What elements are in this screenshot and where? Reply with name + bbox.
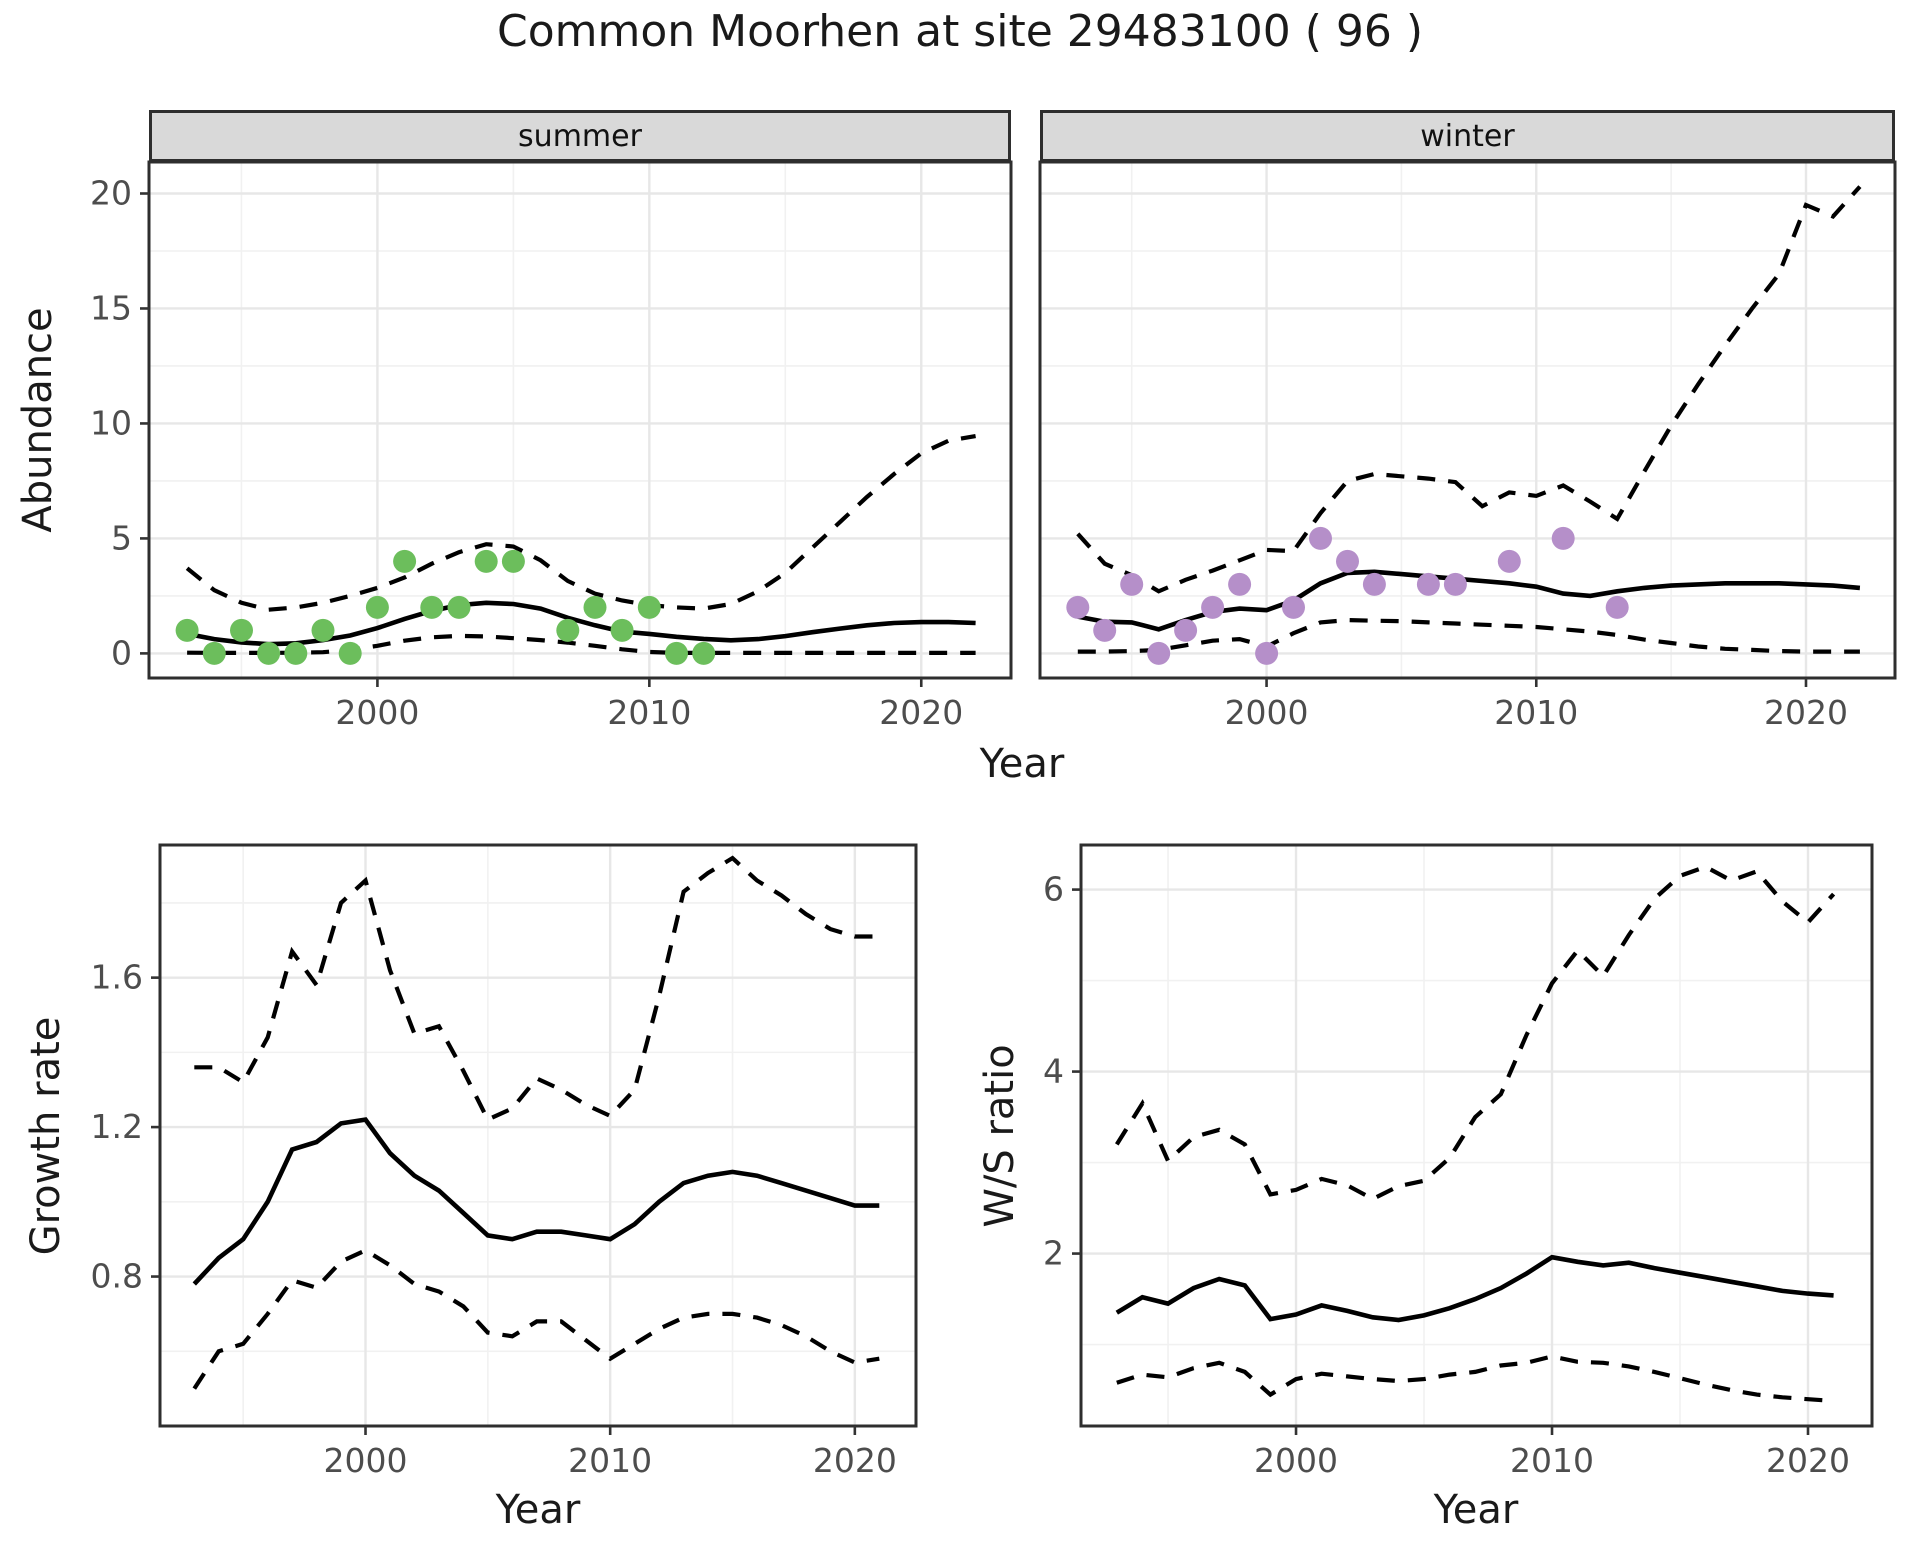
- y-tick-label: 10: [90, 403, 132, 442]
- data-point: [1174, 618, 1198, 642]
- x-tick-label: 2020: [1764, 693, 1848, 732]
- x-tick-label: 2000: [1225, 693, 1309, 732]
- panel-border: [158, 843, 918, 1428]
- panel-background: [1081, 845, 1872, 1426]
- ws-ratio-axis-title: W/S ratio: [977, 1044, 1023, 1228]
- x-tick-label: 2000: [324, 1441, 408, 1480]
- panel-abundance_winter: 2000 2010 2020: [1038, 160, 1897, 732]
- x-tick-label: 2000: [335, 693, 419, 732]
- data-point: [610, 618, 634, 642]
- data-point: [1605, 595, 1629, 619]
- panel-background: [1040, 162, 1895, 678]
- y-tick-label: 1.6: [91, 958, 143, 997]
- data-point: [474, 549, 498, 573]
- figure-title: Common Moorhen at site 29483100 ( 96 ): [497, 6, 1423, 57]
- y-tick-label: 20: [90, 174, 132, 213]
- ws-year-axis-title: Year: [1433, 1487, 1519, 1533]
- growth-rate-axis-title: Growth rate: [23, 1016, 69, 1256]
- lower_ci-line: [1116, 1354, 1834, 1404]
- x-tick-label: 2020: [813, 1441, 897, 1480]
- data-point: [1228, 572, 1252, 596]
- mean-line: [192, 1117, 880, 1286]
- x-tick-label: 2010: [1510, 1441, 1594, 1480]
- lower_ci-line: [192, 1248, 880, 1390]
- panel-border: [1038, 160, 1897, 680]
- facet-strip-winter: winter: [1040, 110, 1895, 162]
- y-tick-label: 15: [90, 288, 132, 327]
- data-point: [1497, 549, 1521, 573]
- upper_ci-line: [185, 434, 976, 612]
- data-point: [393, 549, 417, 573]
- data-point: [1120, 572, 1144, 596]
- facet-strip-winter-label: winter: [1420, 118, 1515, 154]
- abundance-axis-title: Abundance: [15, 307, 61, 533]
- panel-abundance_summer: 2000 2010 2020 0 5 10 15 20: [90, 160, 1013, 732]
- data-point: [637, 595, 661, 619]
- lower_ci-line: [187, 633, 976, 655]
- y-tick-label: 4: [1043, 1052, 1064, 1091]
- data-point: [1066, 595, 1090, 619]
- top-year-axis-title: Year: [979, 741, 1065, 787]
- x-tick-label: 2000: [1254, 1441, 1338, 1480]
- data-point: [1201, 595, 1225, 619]
- panel-ws_ratio: 2000 2010 2020 2 4 6: [1043, 843, 1874, 1480]
- y-tick-label: 5: [111, 518, 132, 557]
- data-point: [1551, 526, 1575, 550]
- data-point: [1282, 595, 1305, 619]
- x-tick-label: 2010: [1494, 693, 1578, 732]
- panel-background: [149, 162, 1011, 678]
- data-point: [202, 641, 226, 665]
- data-point: [338, 641, 362, 665]
- data-point: [420, 595, 444, 619]
- data-point: [284, 641, 308, 665]
- data-point: [447, 595, 471, 619]
- upper_ci-line: [1115, 864, 1836, 1202]
- x-tick-label: 2010: [607, 693, 691, 732]
- data-point: [1093, 618, 1117, 642]
- data-point: [1443, 572, 1467, 596]
- upper_ci-line: [1076, 185, 1862, 594]
- data-point: [1309, 526, 1332, 550]
- data-point: [692, 641, 716, 665]
- y-tick-label: 0: [111, 633, 132, 672]
- data-point: [230, 618, 253, 642]
- y-tick-label: 1.2: [91, 1107, 143, 1146]
- facet-strip-summer: summer: [149, 110, 1011, 162]
- data-point: [501, 549, 525, 573]
- facet-strip-summer-label: summer: [518, 118, 642, 154]
- data-point: [311, 618, 335, 642]
- y-tick-label: 2: [1043, 1234, 1064, 1273]
- x-tick-label: 2020: [879, 693, 963, 732]
- data-point: [365, 595, 389, 619]
- data-point: [257, 641, 281, 665]
- data-point: [1147, 641, 1171, 665]
- data-point: [583, 595, 607, 619]
- data-point: [1255, 641, 1279, 665]
- panel-background: [160, 845, 916, 1426]
- y-tick-label: 0.8: [91, 1257, 143, 1296]
- data-point: [1362, 572, 1386, 596]
- panel-border: [1079, 843, 1874, 1428]
- mean-line: [1115, 1254, 1834, 1323]
- data-point: [556, 618, 580, 642]
- data-point: [175, 618, 199, 642]
- panel-growth_rate: 2000 2010 2020 0.8 1.2 1.6: [91, 843, 918, 1480]
- growth-year-axis-title: Year: [495, 1487, 581, 1533]
- panel-border: [147, 160, 1013, 680]
- lower_ci-line: [1077, 617, 1860, 654]
- y-tick-label: 6: [1043, 870, 1064, 909]
- data-point: [1336, 549, 1359, 573]
- upper_ci-line: [194, 855, 880, 1123]
- x-tick-label: 2010: [568, 1441, 652, 1480]
- data-point: [1416, 572, 1440, 596]
- data-point: [665, 641, 688, 665]
- x-tick-label: 2020: [1766, 1441, 1850, 1480]
